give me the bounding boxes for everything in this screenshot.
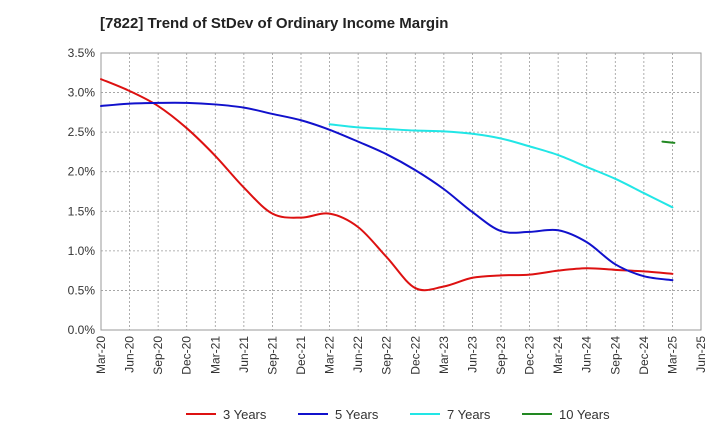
x-tick-label: Jun-24 bbox=[580, 336, 594, 373]
x-tick-label: Dec-24 bbox=[637, 336, 651, 375]
x-tick-label: Jun-22 bbox=[351, 336, 365, 373]
x-tick-label: Jun-20 bbox=[123, 336, 137, 373]
y-tick-label: 0.0% bbox=[68, 323, 96, 337]
plot-area bbox=[100, 52, 702, 331]
y-tick-label: 1.0% bbox=[68, 244, 96, 258]
legend-label-7-years: 7 Years bbox=[447, 407, 491, 422]
y-tick-label: 3.5% bbox=[68, 46, 96, 60]
x-tick-label: Mar-23 bbox=[437, 336, 451, 374]
x-tick-label: Dec-21 bbox=[294, 336, 308, 375]
x-tick-label: Mar-25 bbox=[665, 336, 679, 374]
x-axis: Mar-20 Jun-20 Sep-20 Dec-20 Mar-21 Jun-21 Sep-… bbox=[94, 336, 708, 375]
legend: 3 Years 5 Years 7 Years 10 Years bbox=[186, 407, 610, 422]
x-tick-label: Dec-23 bbox=[523, 336, 537, 375]
x-tick-label: Jun-21 bbox=[237, 336, 251, 373]
legend-label-5-years: 5 Years bbox=[335, 407, 379, 422]
legend-label-3-years: 3 Years bbox=[223, 407, 267, 422]
x-tick-label: Sep-22 bbox=[380, 336, 394, 375]
series-line-7-years bbox=[328, 123, 674, 209]
y-tick-label: 0.5% bbox=[68, 283, 96, 297]
x-tick-label: Mar-20 bbox=[94, 336, 108, 374]
x-tick-label: Dec-22 bbox=[408, 336, 422, 375]
x-tick-label: Sep-23 bbox=[494, 336, 508, 375]
x-tick-label: Sep-20 bbox=[151, 336, 165, 375]
x-tick-label: Jun-25 bbox=[694, 336, 708, 373]
x-tick-label: Sep-24 bbox=[608, 336, 622, 375]
y-tick-label: 2.5% bbox=[68, 125, 96, 139]
y-tick-label: 3.0% bbox=[68, 86, 96, 100]
x-tick-label: Dec-20 bbox=[180, 336, 194, 375]
series-lines bbox=[100, 78, 676, 292]
x-tick-label: Sep-21 bbox=[265, 336, 279, 375]
legend-label-10-years: 10 Years bbox=[559, 407, 610, 422]
x-tick-label: Jun-23 bbox=[465, 336, 479, 373]
x-tick-label: Mar-22 bbox=[323, 336, 337, 374]
grid-lines bbox=[100, 52, 702, 331]
y-axis: 0.0% 0.5% 1.0% 1.5% 2.0% 2.5% 3.0% 3.5% bbox=[68, 46, 96, 337]
y-tick-label: 2.0% bbox=[68, 165, 96, 179]
series-line-10-years bbox=[661, 140, 676, 144]
series-line-3-years bbox=[100, 78, 674, 292]
x-tick-label: Mar-21 bbox=[208, 336, 222, 374]
y-tick-label: 1.5% bbox=[68, 204, 96, 218]
x-tick-label: Mar-24 bbox=[551, 336, 565, 374]
chart-title: [7822] Trend of StDev of Ordinary Income… bbox=[100, 15, 448, 32]
series-line-5-years bbox=[100, 101, 674, 282]
